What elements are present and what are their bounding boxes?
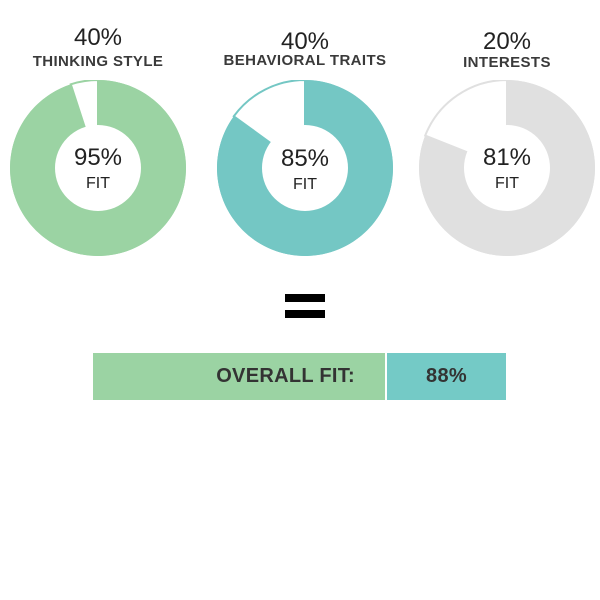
donut-chart — [10, 80, 186, 256]
fit-label: FIT — [495, 175, 519, 192]
donut-hole — [55, 125, 141, 211]
donut-chart — [217, 80, 393, 256]
donut-center: 85% FIT — [215, 147, 395, 193]
overall-separator — [385, 353, 387, 400]
overall-label-box: OVERALL FIT: — [93, 353, 385, 400]
donut-center: 95% FIT — [8, 146, 188, 192]
donut-hole — [464, 125, 550, 211]
fit-label: FIT — [293, 176, 317, 193]
component-interests: 20% INTERESTS 81% FIT — [417, 0, 597, 260]
equals-bar-bottom — [285, 310, 325, 318]
fit-label: FIT — [86, 175, 110, 192]
donut-chart — [419, 80, 595, 256]
component-behavioral-traits: 40% BEHAVIORAL TRAITS 85% FIT — [215, 0, 395, 260]
overall-fit-bar: OVERALL FIT: 88% — [93, 353, 506, 400]
fit-percentage: 85% — [280, 145, 330, 172]
weight-label: 40% — [280, 28, 330, 55]
donut-hole — [262, 125, 348, 211]
category-label: BEHAVIORAL TRAITS — [223, 52, 387, 69]
fit-percentage: 95% — [73, 144, 123, 171]
equals-bar-top — [285, 294, 325, 302]
overall-value-box: 88% — [387, 353, 506, 400]
donut-center: 81% FIT — [417, 146, 597, 192]
overall-label: OVERALL FIT: — [216, 365, 355, 387]
overall-value: 88% — [426, 365, 467, 387]
category-label: INTERESTS — [463, 54, 551, 71]
component-thinking-style: 40% THINKING STYLE 95% FIT — [8, 0, 188, 260]
weight-label: 20% — [482, 28, 532, 55]
weight-label: 40% — [73, 24, 123, 51]
category-label: THINKING STYLE — [32, 53, 164, 70]
fit-percentage: 81% — [482, 144, 532, 171]
